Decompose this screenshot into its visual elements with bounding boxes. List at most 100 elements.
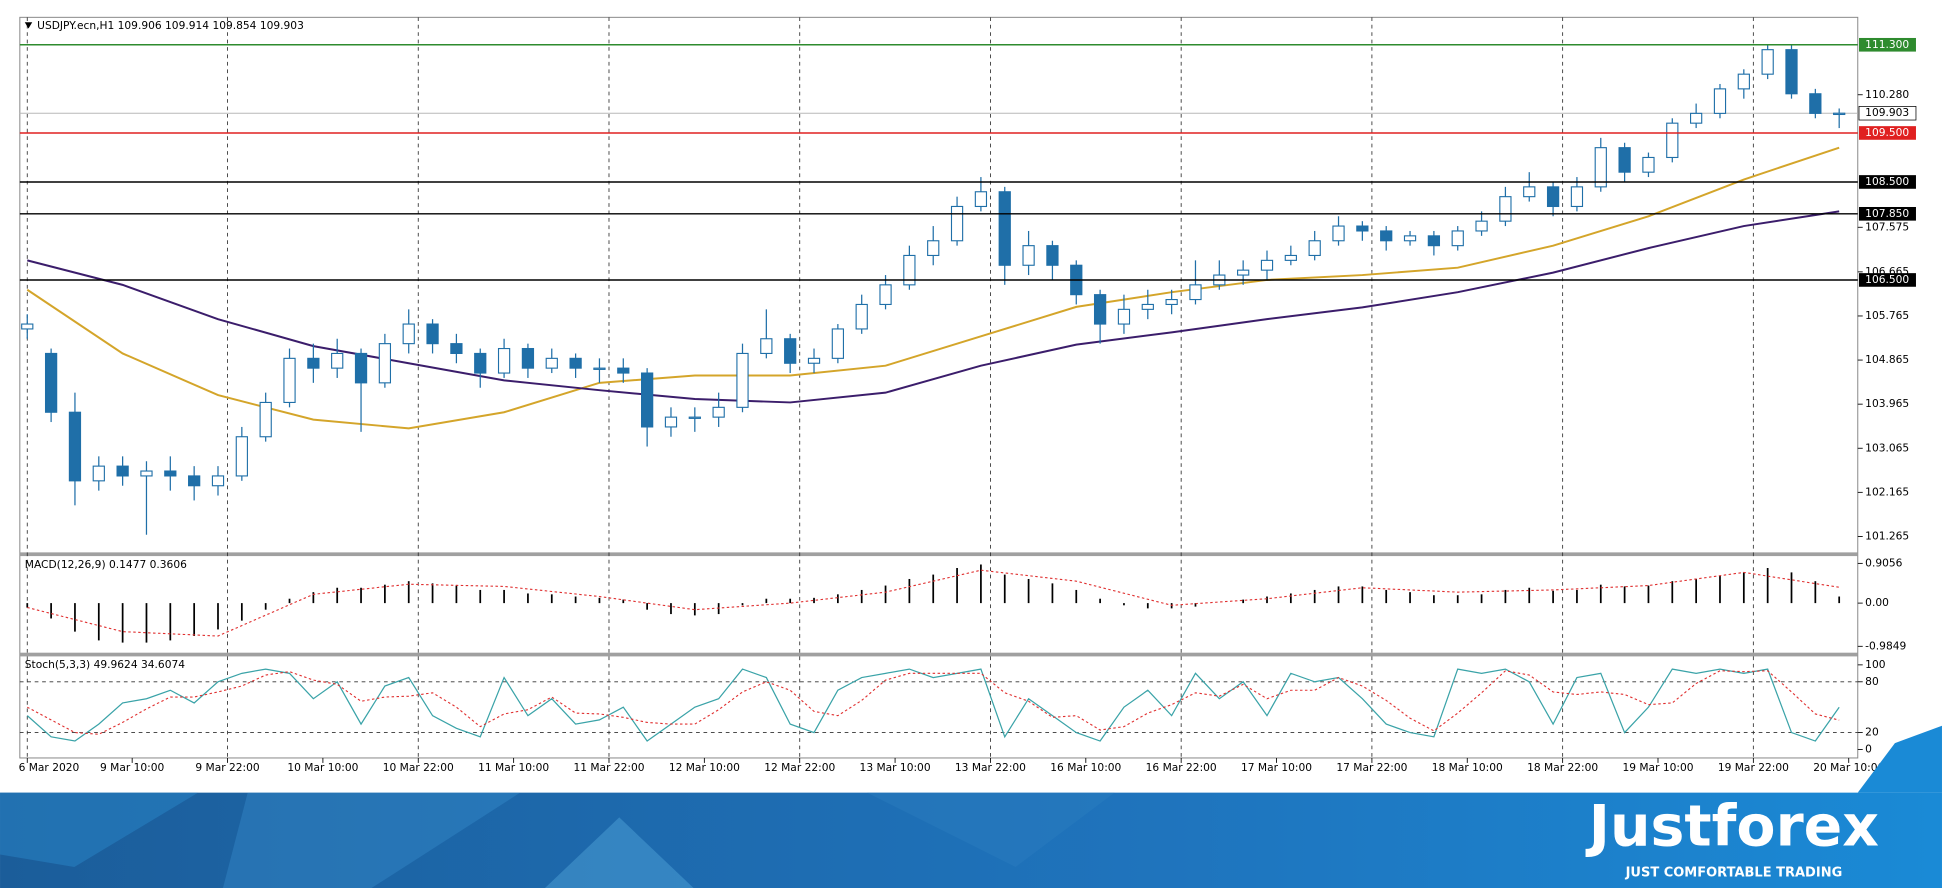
- macd-signal: 0.3606: [150, 558, 187, 571]
- x-tick-label: 13 Mar 22:00: [955, 761, 1026, 774]
- candle-body: [950, 205, 964, 242]
- candle-body: [1427, 235, 1441, 247]
- x-tick-label: 20 Mar 10:00: [1813, 761, 1884, 774]
- candle-body: [1833, 112, 1846, 116]
- x-tick-label: 13 Mar 10:00: [860, 761, 931, 774]
- x-tick-label: 19 Mar 10:00: [1622, 761, 1693, 774]
- candle-body: [784, 338, 797, 364]
- y-tick-label: 105.765: [1865, 309, 1909, 322]
- level-box: [1859, 273, 1916, 287]
- candle-body: [831, 328, 844, 359]
- candle-body: [68, 411, 82, 482]
- stoch-tick-label: 100: [1865, 658, 1886, 671]
- x-tick-label: 12 Mar 10:00: [669, 761, 740, 774]
- stoch-label: Stoch(5,3,3): [25, 658, 90, 671]
- candle-body: [1260, 259, 1274, 271]
- candle-body: [497, 347, 511, 374]
- x-tick-label: 11 Mar 10:00: [478, 761, 549, 774]
- candle-body: [736, 352, 749, 408]
- x-tick-label: 10 Mar 22:00: [383, 761, 454, 774]
- candle-body: [569, 357, 582, 369]
- candle-body: [378, 343, 392, 384]
- candle-body: [331, 352, 344, 369]
- candle-body: [1189, 284, 1202, 301]
- candle-body: [1713, 88, 1727, 114]
- x-tick-label: 6 Mar 2020: [19, 761, 80, 774]
- decor: [544, 817, 694, 888]
- level-label: 108.500: [1865, 175, 1909, 188]
- candle-body: [116, 465, 129, 477]
- level-box: [1859, 37, 1916, 52]
- x-tick-label: 12 Mar 22:00: [764, 761, 835, 774]
- y-tick-label: 101.265: [1865, 529, 1909, 542]
- decor: [222, 792, 521, 888]
- candle-body: [974, 191, 988, 208]
- x-tick-label: 18 Mar 10:00: [1432, 761, 1503, 774]
- candle-body: [1809, 93, 1822, 114]
- bar-open: 109.906: [118, 19, 162, 32]
- candle-body: [140, 470, 153, 477]
- candle-body: [259, 401, 272, 438]
- macd-tick-label: 0.00: [1865, 596, 1889, 609]
- plot-area: 6 Mar 2020 9 Mar 10:00 9 Mar 22:00 10 Mar 1…: [19, 17, 1917, 774]
- stoch-signal: 34.6074: [141, 658, 185, 671]
- candle-body: [188, 475, 201, 487]
- candle-body: [807, 357, 821, 364]
- candle-body: [1141, 303, 1154, 310]
- candle-body: [1380, 230, 1393, 242]
- current-price-box: [1858, 106, 1917, 121]
- y-tick-label: 102.165: [1865, 485, 1909, 498]
- decor: [0, 792, 199, 867]
- candle-body: [426, 323, 439, 345]
- candle-body: [545, 357, 558, 369]
- x-tick-label: 11 Mar 22:00: [573, 761, 644, 774]
- stoch-signal-line: [27, 670, 1840, 735]
- brand-tagline: JUST COMFORTABLE TRADING: [1625, 866, 1843, 881]
- candle-body: [1666, 122, 1679, 159]
- candle-body: [688, 416, 701, 419]
- x-tick-label: 18 Mar 22:00: [1527, 761, 1598, 774]
- stoch-tick-label: 80: [1865, 675, 1879, 688]
- macd-main: 0.1477: [109, 558, 146, 571]
- candle-body: [855, 303, 868, 330]
- candle-body: [1642, 156, 1655, 173]
- level-box: [1859, 126, 1916, 140]
- x-tick-label: 17 Mar 22:00: [1336, 761, 1407, 774]
- y-tick-label: 104.865: [1865, 353, 1909, 366]
- candle-body: [593, 367, 606, 370]
- candle-body: [164, 470, 177, 477]
- level-label: 111.300: [1865, 38, 1909, 51]
- candle-body: [1117, 308, 1131, 325]
- y-tick-label: 103.965: [1865, 397, 1909, 410]
- y-tick-label: 107.575: [1865, 220, 1909, 233]
- candle-body: [1785, 49, 1798, 95]
- moving-average: [26, 146, 1840, 430]
- candle-body: [450, 343, 463, 355]
- candle-body: [903, 254, 916, 286]
- candle-body: [1093, 294, 1107, 325]
- footer-band: Justforex JUST COMFORTABLE TRADING: [0, 725, 1942, 888]
- candle-body: [283, 357, 296, 403]
- x-tick-label: 17 Mar 10:00: [1241, 761, 1312, 774]
- level-label: 106.500: [1865, 273, 1909, 286]
- candle-body: [211, 475, 225, 487]
- chart-header: USDJPY.ecn,H1 109.906 109.914 109.854 10…: [37, 19, 304, 32]
- candle-body: [1475, 220, 1488, 232]
- candle-body: [1690, 112, 1703, 124]
- candle-body: [879, 284, 892, 306]
- candle-body: [641, 372, 654, 428]
- y-tick-label: 103.065: [1865, 441, 1909, 454]
- macd-tick-label: 0.9056: [1865, 556, 1902, 569]
- candle-body: [1761, 49, 1774, 75]
- candle-body: [760, 338, 773, 355]
- y-tick-label: 110.280: [1865, 88, 1909, 101]
- macd-tick-label: -0.9849: [1865, 639, 1906, 652]
- x-tick-label: 19 Mar 22:00: [1718, 761, 1789, 774]
- candle-body: [1237, 269, 1250, 276]
- candle-body: [1403, 235, 1417, 242]
- level-box: [1859, 206, 1916, 221]
- candle-body: [1022, 245, 1035, 266]
- candle-body: [521, 347, 535, 369]
- candle-body: [21, 323, 34, 330]
